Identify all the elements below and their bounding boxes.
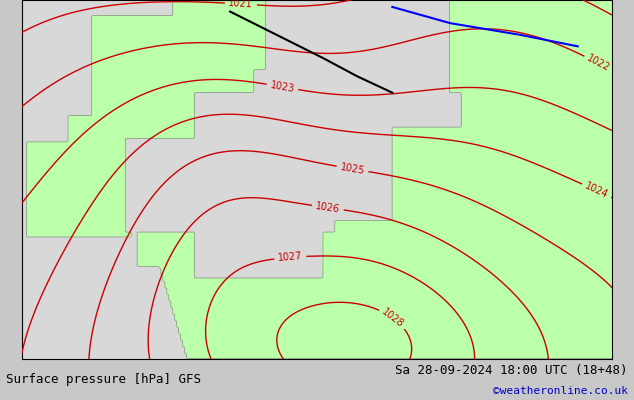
Text: ©weatheronline.co.uk: ©weatheronline.co.uk [493,386,628,396]
Text: 1021: 1021 [228,0,254,10]
Text: Sa 28-09-2024 18:00 UTC (18+48): Sa 28-09-2024 18:00 UTC (18+48) [395,364,628,377]
Text: 1028: 1028 [380,307,406,330]
Text: 1026: 1026 [315,201,341,214]
Text: 1025: 1025 [339,162,366,176]
Text: 1023: 1023 [269,80,295,94]
Text: 1022: 1022 [585,53,612,74]
Text: 1024: 1024 [583,181,610,200]
Text: Surface pressure [hPa] GFS: Surface pressure [hPa] GFS [6,373,202,386]
Text: 1027: 1027 [278,251,303,263]
